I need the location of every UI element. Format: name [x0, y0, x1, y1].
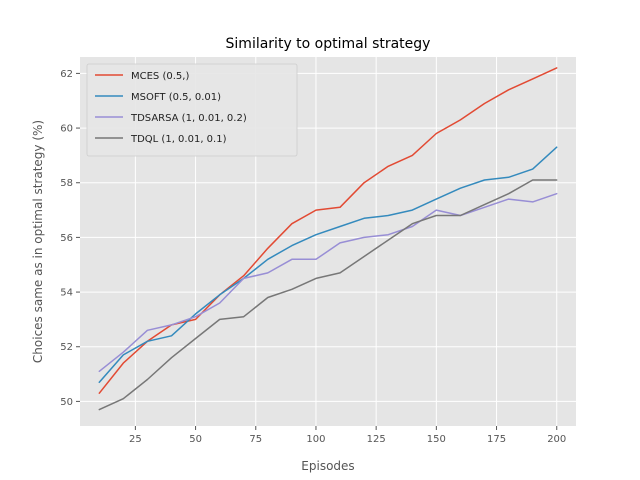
x-axis-label: Episodes: [301, 459, 354, 473]
x-tick-label: 25: [129, 434, 142, 445]
y-axis-ticks: 50 52 54 56 58 60 62: [60, 69, 80, 408]
legend-label: TDSARSA (1, 0.01, 0.2): [130, 113, 247, 124]
legend-label: MCES (0.5,): [131, 71, 189, 82]
x-tick-label: 175: [487, 434, 506, 445]
y-tick-label: 52: [60, 342, 73, 353]
y-tick-label: 60: [60, 124, 73, 135]
legend-box: [86, 63, 298, 157]
legend-label: TDQL (1, 0.01, 0.1): [130, 134, 227, 145]
x-tick-label: 75: [249, 434, 262, 445]
x-tick-label: 125: [367, 434, 386, 445]
x-tick-label: 200: [547, 434, 566, 445]
y-tick-label: 50: [60, 397, 73, 408]
x-axis-ticks: 25 50 75 100 125 150 175 200: [129, 426, 566, 445]
y-tick-label: 56: [60, 233, 73, 244]
y-tick-label: 54: [60, 288, 73, 299]
legend-label: MSOFT (0.5, 0.01): [131, 92, 221, 103]
x-tick-label: 50: [189, 434, 202, 445]
legend: MCES (0.5,) MSOFT (0.5, 0.01) TDSARSA (1, …: [86, 63, 298, 157]
chart-title: Similarity to optimal strategy: [226, 36, 431, 52]
y-tick-label: 62: [60, 69, 73, 80]
series-line-3: [98, 179, 558, 411]
x-tick-label: 150: [427, 434, 446, 445]
series-lines: [98, 67, 558, 411]
y-tick-label: 58: [60, 178, 73, 189]
grid-lines: [80, 57, 576, 426]
series-line-2: [98, 192, 558, 373]
x-tick-label: 100: [306, 434, 325, 445]
series-line-1: [98, 146, 558, 384]
y-axis-label: Choices same as in optimal strategy (%): [31, 120, 45, 363]
